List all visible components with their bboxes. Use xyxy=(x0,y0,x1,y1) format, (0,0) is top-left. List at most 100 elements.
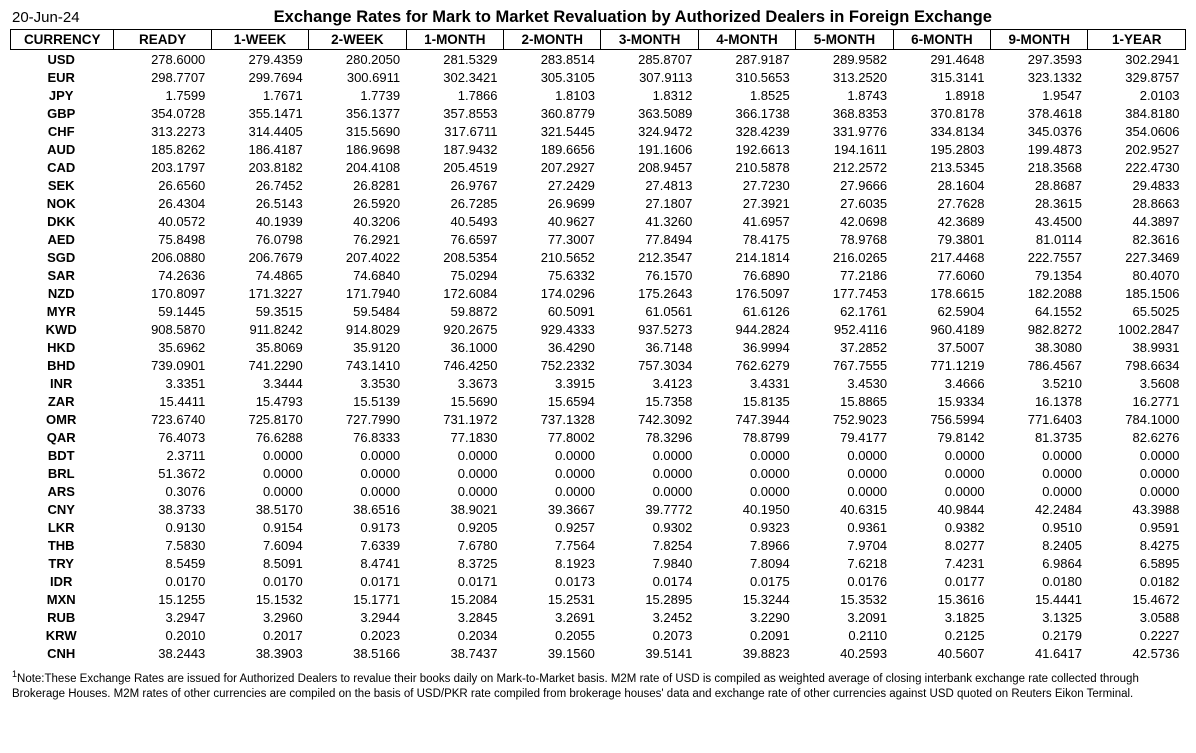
rate-cell: 7.9840 xyxy=(601,554,698,572)
rate-cell: 15.3532 xyxy=(796,590,893,608)
rate-cell: 208.9457 xyxy=(601,158,698,176)
rate-cell: 0.2017 xyxy=(211,626,308,644)
rate-cell: 323.1332 xyxy=(991,68,1088,86)
rate-cell: 26.5920 xyxy=(309,194,406,212)
rate-cell: 0.0000 xyxy=(601,482,698,500)
rate-cell: 39.5141 xyxy=(601,644,698,662)
currency-code: SGD xyxy=(11,248,114,266)
rate-cell: 0.0000 xyxy=(504,446,601,464)
rate-cell: 213.5345 xyxy=(893,158,990,176)
rate-cell: 370.8178 xyxy=(893,104,990,122)
table-row: SAR74.263674.486574.684075.029475.633276… xyxy=(11,266,1186,284)
rate-cell: 354.0606 xyxy=(1088,122,1186,140)
rate-cell: 77.1830 xyxy=(406,428,503,446)
report-title: Exchange Rates for Mark to Market Revalu… xyxy=(80,8,1186,27)
rate-cell: 1.7866 xyxy=(406,86,503,104)
rate-cell: 194.1611 xyxy=(796,140,893,158)
rate-cell: 3.2290 xyxy=(698,608,795,626)
table-row: GBP354.0728355.1471356.1377357.8553360.8… xyxy=(11,104,1186,122)
rate-cell: 26.5143 xyxy=(211,194,308,212)
rate-cell: 8.1923 xyxy=(504,554,601,572)
rate-cell: 15.9334 xyxy=(893,392,990,410)
rate-cell: 15.5690 xyxy=(406,392,503,410)
rate-cell: 36.1000 xyxy=(406,338,503,356)
rate-cell: 39.8823 xyxy=(698,644,795,662)
rate-cell: 7.4231 xyxy=(893,554,990,572)
rate-cell: 0.2073 xyxy=(601,626,698,644)
rate-cell: 75.0294 xyxy=(406,266,503,284)
rate-cell: 1.7671 xyxy=(211,86,308,104)
rate-cell: 354.0728 xyxy=(114,104,211,122)
rate-cell: 75.8498 xyxy=(114,230,211,248)
rate-cell: 0.0180 xyxy=(991,572,1088,590)
currency-code: GBP xyxy=(11,104,114,122)
column-header: 2-WEEK xyxy=(309,30,406,50)
currency-code: CHF xyxy=(11,122,114,140)
rate-cell: 36.7148 xyxy=(601,338,698,356)
rate-cell: 937.5273 xyxy=(601,320,698,338)
report-date: 20-Jun-24 xyxy=(10,9,80,26)
rate-cell: 1002.2847 xyxy=(1088,320,1186,338)
rate-cell: 0.3076 xyxy=(114,482,211,500)
rate-cell: 206.7679 xyxy=(211,248,308,266)
currency-code: QAR xyxy=(11,428,114,446)
rate-cell: 771.1219 xyxy=(893,356,990,374)
rate-cell: 40.5607 xyxy=(893,644,990,662)
rate-cell: 0.0170 xyxy=(114,572,211,590)
rate-cell: 0.0000 xyxy=(309,464,406,482)
rate-cell: 82.6276 xyxy=(1088,428,1186,446)
rate-cell: 189.6656 xyxy=(504,140,601,158)
rate-cell: 199.4873 xyxy=(991,140,1088,158)
rate-cell: 315.5690 xyxy=(309,122,406,140)
rate-cell: 363.5089 xyxy=(601,104,698,122)
rate-cell: 3.4331 xyxy=(698,374,795,392)
rate-cell: 76.2921 xyxy=(309,230,406,248)
rate-cell: 74.2636 xyxy=(114,266,211,284)
rate-cell: 42.2484 xyxy=(991,500,1088,518)
rate-cell: 207.4022 xyxy=(309,248,406,266)
currency-code: BHD xyxy=(11,356,114,374)
table-row: SEK26.656026.745226.828126.976727.242927… xyxy=(11,176,1186,194)
rate-cell: 40.3206 xyxy=(309,212,406,230)
rate-cell: 313.2520 xyxy=(796,68,893,86)
rate-cell: 76.8333 xyxy=(309,428,406,446)
column-header: 9-MONTH xyxy=(991,30,1088,50)
rate-cell: 0.9173 xyxy=(309,518,406,536)
rate-cell: 40.9844 xyxy=(893,500,990,518)
rate-cell: 214.1814 xyxy=(698,248,795,266)
currency-code: INR xyxy=(11,374,114,392)
table-row: JPY1.75991.76711.77391.78661.81031.83121… xyxy=(11,86,1186,104)
rate-cell: 3.3444 xyxy=(211,374,308,392)
rate-cell: 944.2824 xyxy=(698,320,795,338)
rate-cell: 15.4411 xyxy=(114,392,211,410)
rate-cell: 28.1604 xyxy=(893,176,990,194)
rate-cell: 725.8170 xyxy=(211,410,308,428)
rate-cell: 281.5329 xyxy=(406,50,503,69)
rate-cell: 195.2803 xyxy=(893,140,990,158)
rate-cell: 78.3296 xyxy=(601,428,698,446)
rate-cell: 0.0000 xyxy=(1088,446,1186,464)
rate-cell: 7.7564 xyxy=(504,536,601,554)
rate-cell: 0.0000 xyxy=(211,446,308,464)
rate-cell: 82.3616 xyxy=(1088,230,1186,248)
rate-cell: 366.1738 xyxy=(698,104,795,122)
currency-code: THB xyxy=(11,536,114,554)
rate-cell: 60.5091 xyxy=(504,302,601,320)
rate-cell: 185.8262 xyxy=(114,140,211,158)
rate-cell: 227.3469 xyxy=(1088,248,1186,266)
rate-cell: 38.5166 xyxy=(309,644,406,662)
table-row: DKK40.057240.193940.320640.549340.962741… xyxy=(11,212,1186,230)
currency-code: NOK xyxy=(11,194,114,212)
rate-cell: 42.5736 xyxy=(1088,644,1186,662)
rate-cell: 170.8097 xyxy=(114,284,211,302)
column-header: 3-MONTH xyxy=(601,30,698,50)
rate-cell: 59.8872 xyxy=(406,302,503,320)
rate-cell: 952.4116 xyxy=(796,320,893,338)
rate-cell: 0.0171 xyxy=(406,572,503,590)
rate-cell: 77.2186 xyxy=(796,266,893,284)
rate-cell: 44.3897 xyxy=(1088,212,1186,230)
rate-cell: 752.2332 xyxy=(504,356,601,374)
currency-code: USD xyxy=(11,50,114,69)
rate-cell: 3.2947 xyxy=(114,608,211,626)
rate-cell: 222.4730 xyxy=(1088,158,1186,176)
